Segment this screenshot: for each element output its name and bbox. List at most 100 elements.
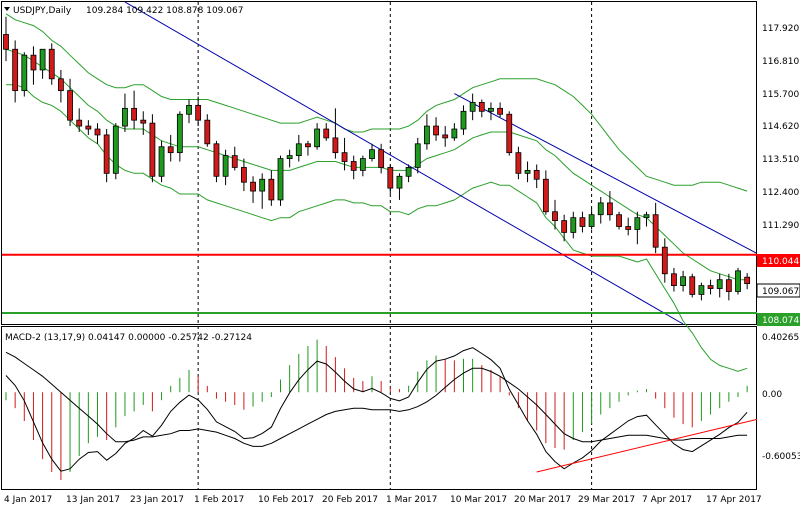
candle-body [625,226,632,230]
middle-band-line [5,48,748,281]
candle-body [103,134,110,174]
candle-body [423,125,430,145]
candle-body [442,134,449,139]
resistance-tag-bg [757,254,800,267]
candle-body [515,152,522,174]
macd-axis: 0.40265 0.00 -0.60053 [762,333,800,462]
support-tag: 108.074 [762,316,799,326]
candle-body [396,175,403,189]
lower-band-line [6,84,748,372]
candle-body [222,155,229,177]
candle-body [305,143,311,148]
time-label: 10 Mar 2017 [450,495,507,505]
candle-body [561,220,568,233]
time-label: 4 Jan 2017 [4,495,52,505]
candle-body [76,119,83,127]
candle-body [661,246,668,275]
candle-body [140,119,147,124]
symbol-header: USDJPY,Daily 109.284 109.422 108.878 109… [4,6,243,16]
last-price-tag-bg [756,283,800,298]
candle-body [167,146,174,154]
candle-body [341,152,348,162]
candle-body [707,285,714,289]
candle-body [405,167,412,177]
time-label: 29 Mar 2017 [578,495,635,505]
candle-body [286,155,293,159]
candle-body [204,119,211,145]
candlesticks [3,16,751,301]
resistance-tag: 110.044 [762,257,799,267]
candle-body [350,161,357,171]
time-label: 1 Mar 2017 [386,495,437,505]
candle-body [524,169,531,174]
candle-body [58,78,64,92]
candle-body [295,143,302,157]
candle-body [671,273,677,286]
candle-body [597,202,604,216]
candle-body [533,169,540,180]
candle-body [21,54,28,92]
candle-body [680,276,686,286]
macd-tick: -0.60053 [762,452,800,462]
dropdown-triangle-icon[interactable] [4,7,10,11]
ohlc-readout: 109.284 109.422 108.878 109.067 [86,6,243,16]
macd-tick: 0.40265 [762,333,799,343]
candle-body [250,181,256,192]
candle-body [698,285,705,295]
candle-body [378,149,385,168]
candle-body [259,178,266,192]
candle-body [588,214,595,227]
candle-body [725,279,732,292]
upper-band-line [5,13,748,192]
candle-body [112,125,119,174]
main-plot-frame [1,1,757,325]
candle-body [433,125,439,136]
candle-body [39,48,46,71]
macd-indicator [5,339,758,480]
time-label: 20 Mar 2017 [514,495,571,505]
price-tick: 112.400 [762,188,799,198]
candle-body [277,158,284,201]
time-label: 13 Jan 2017 [66,495,120,505]
candle-body [213,143,220,177]
time-axis: 4 Jan 2017 13 Jan 2017 23 Jan 2017 1 Feb… [4,495,762,505]
macd-main-line [5,347,748,472]
candle-body [488,107,494,112]
candle-body [579,217,586,227]
time-label: 7 Apr 2017 [642,495,692,505]
price-tick: 113.510 [762,155,799,165]
candle-body [497,107,504,115]
candle-body [744,276,751,285]
macd-tick: 0.00 [762,390,782,400]
candle-body [506,113,513,154]
candle-body [414,143,421,168]
candle-body [652,214,659,248]
trend-channel [124,1,757,325]
price-tick: 115.700 [762,90,799,100]
candle-body [634,217,641,230]
candle-body [478,102,485,112]
candle-body [387,167,394,189]
candle-body [149,122,156,177]
time-label: 23 Jan 2017 [130,495,184,505]
last-price-tag: 109.067 [762,287,799,297]
channel-lower-line [124,1,684,325]
candle-body [85,125,92,130]
candle-body [359,158,366,171]
candle-body [607,202,613,216]
candle-body [332,137,339,154]
price-axis: 117.920 116.810 115.700 114.620 113.510 … [762,24,799,231]
price-tick: 116.810 [762,57,799,67]
candle-body [67,90,73,121]
time-label: 17 Apr 2017 [706,495,762,505]
candle-body [460,110,467,130]
macd-signal-line [5,351,748,447]
candle-body [176,113,183,154]
candle-body [643,214,650,219]
candle-body [240,167,247,183]
horizontal-levels [2,253,757,314]
channel-upper-line [454,93,757,254]
candle-body [131,107,138,121]
symbol-label: USDJPY,Daily [13,6,72,16]
